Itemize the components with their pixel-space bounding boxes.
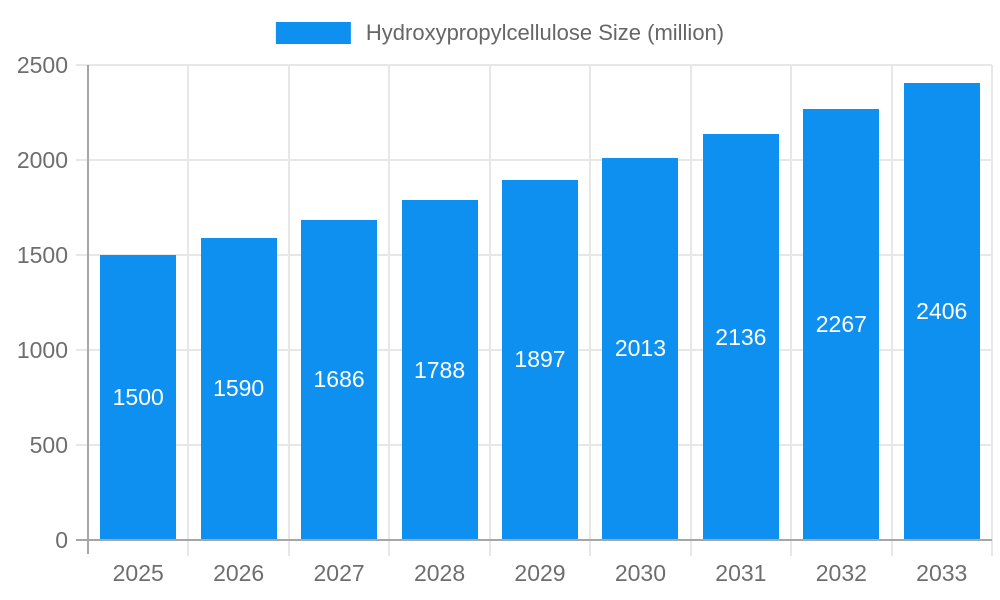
y-axis-line [87,65,89,554]
x-axis-tick-label: 2033 [916,560,968,586]
bar-value-label: 2136 [715,323,767,350]
x-gridline [689,65,692,556]
x-axis-tick-label: 2031 [715,560,767,586]
x-axis-tick-label: 2025 [112,560,164,586]
y-axis-tick-label: 500 [29,432,68,458]
bar-2027[interactable]: 1686 [301,219,378,540]
x-axis-tick-label: 2026 [213,560,265,586]
bar-value-label: 2013 [614,335,667,362]
bar-2033[interactable]: 2406 [903,82,980,540]
legend-swatch-icon [275,22,351,44]
bar-value-label: 1897 [514,346,566,373]
x-axis-line [76,539,992,541]
y-axis-tick-label: 2500 [16,52,68,78]
x-gridline [790,65,793,556]
bar-2028[interactable]: 1788 [401,200,478,540]
x-gridline [287,65,290,556]
bar-2029[interactable]: 1897 [502,179,578,540]
y-axis-tick-label: 2000 [16,147,68,173]
y-gridline [76,64,992,66]
x-axis-tick-label: 2027 [313,560,365,586]
bar-2031[interactable]: 2136 [702,134,779,540]
y-axis-tick-label: 0 [55,527,68,553]
legend-item[interactable]: Hydroxypropylcellulose Size (million) [275,20,725,46]
bar-value-label: 1686 [313,366,365,393]
y-axis-tick-label: 1500 [16,242,68,268]
bar-2030[interactable]: 2013 [602,157,679,540]
x-gridline [991,65,993,556]
x-axis-tick-label: 2028 [413,560,466,586]
x-axis-tick-label: 2029 [514,560,566,586]
bar-2026[interactable]: 1590 [200,237,277,540]
x-gridline [890,65,893,556]
legend-label: Hydroxypropylcellulose Size (million) [365,20,725,45]
x-gridline [187,65,190,556]
x-gridline [388,65,391,556]
bar-value-label: 2406 [916,297,968,324]
x-axis-tick-label: 2030 [614,560,667,586]
x-axis-tick-label: 2032 [815,560,867,586]
bar-2025[interactable]: 1500 [100,255,177,540]
bar-2032[interactable]: 2267 [803,109,880,540]
y-axis-tick-label: 1000 [16,337,68,363]
y-gridline [76,159,992,161]
bar-value-label: 1590 [213,375,265,402]
bar-value-label: 1500 [112,384,164,410]
bar-value-label: 1788 [413,356,466,383]
bar-value-label: 2267 [815,311,867,338]
x-gridline [589,65,592,556]
x-gridline [488,65,491,556]
